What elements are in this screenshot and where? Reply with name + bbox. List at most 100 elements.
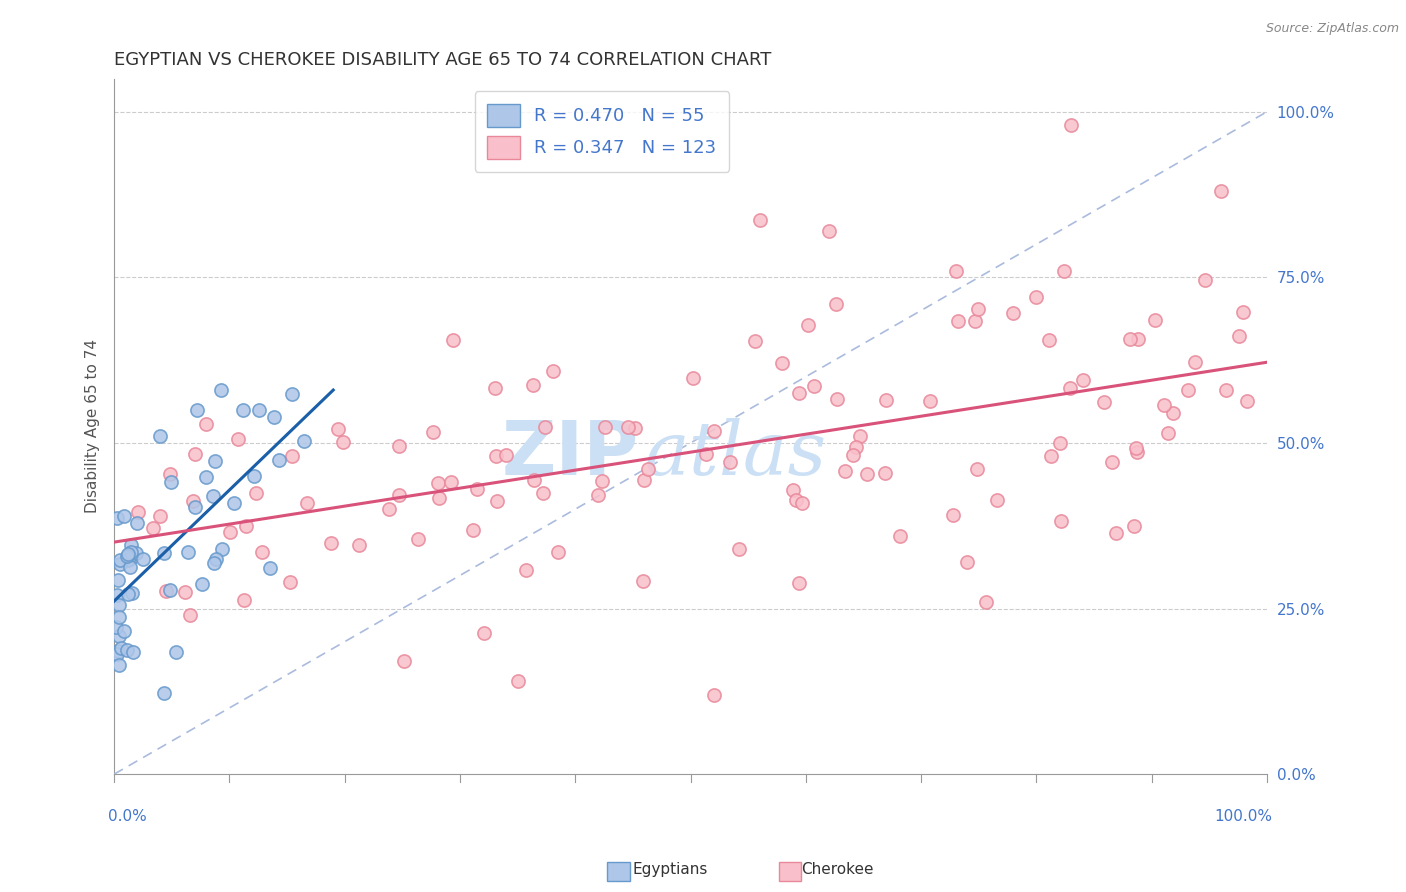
Point <box>718 455 741 469</box>
Point <box>406 532 429 546</box>
Point <box>191 577 214 591</box>
Point <box>624 421 647 435</box>
Text: EGYPTIAN VS CHEROKEE DISABILITY AGE 65 TO 74 CORRELATION CHART: EGYPTIAN VS CHEROKEE DISABILITY AGE 65 T… <box>114 51 772 69</box>
Point <box>107 644 129 658</box>
Point <box>1060 118 1083 132</box>
Point <box>233 593 256 607</box>
Point <box>263 409 285 424</box>
Point <box>485 449 508 463</box>
Point <box>181 493 204 508</box>
Point <box>439 475 461 489</box>
Point <box>149 508 172 523</box>
Point <box>153 686 176 700</box>
Point <box>1038 334 1060 348</box>
Point <box>165 645 187 659</box>
Text: 0.0%: 0.0% <box>108 809 148 824</box>
Point <box>127 516 149 530</box>
Point <box>205 552 228 566</box>
Text: 100.0%: 100.0% <box>1215 809 1272 824</box>
Point <box>541 364 564 378</box>
Point <box>703 688 725 702</box>
Point <box>117 587 139 601</box>
Point <box>1122 519 1144 533</box>
Point <box>117 552 139 566</box>
Point <box>174 585 197 599</box>
Point <box>547 545 569 559</box>
Point <box>235 518 257 533</box>
Point <box>986 493 1008 508</box>
Point <box>875 392 897 407</box>
Point <box>617 419 640 434</box>
Point <box>682 371 704 385</box>
Y-axis label: Disability Age 65 to 74: Disability Age 65 to 74 <box>86 339 100 514</box>
Point <box>110 640 132 655</box>
Point <box>965 314 987 328</box>
Point <box>186 402 208 417</box>
Point <box>1050 514 1073 528</box>
Point <box>108 553 131 567</box>
Point <box>427 491 450 505</box>
Point <box>112 624 135 639</box>
Point <box>267 453 290 467</box>
Point <box>250 544 273 558</box>
Point <box>463 524 485 538</box>
Point <box>388 488 411 502</box>
Point <box>842 448 865 462</box>
Point <box>226 432 249 446</box>
Point <box>319 536 342 550</box>
Point <box>966 302 988 317</box>
Point <box>956 555 979 569</box>
Point <box>179 607 201 622</box>
Point <box>974 595 997 609</box>
Point <box>1153 398 1175 412</box>
Point <box>108 658 131 673</box>
Point <box>875 466 897 480</box>
Point <box>595 420 617 434</box>
Point <box>1101 455 1123 469</box>
Point <box>586 488 609 502</box>
Text: Source: ZipAtlas.com: Source: ZipAtlas.com <box>1265 22 1399 36</box>
Point <box>1161 406 1184 420</box>
Point <box>1194 273 1216 287</box>
Point <box>1227 329 1250 343</box>
Point <box>631 574 654 589</box>
Point <box>117 547 139 561</box>
Text: atlas: atlas <box>644 418 827 491</box>
Point <box>1092 395 1115 409</box>
Point <box>770 356 793 370</box>
Point <box>105 588 128 602</box>
Point <box>155 584 177 599</box>
Point <box>703 424 725 438</box>
Point <box>515 563 537 577</box>
Point <box>727 542 749 557</box>
Point <box>202 489 225 503</box>
Point <box>1025 290 1047 304</box>
Point <box>347 538 370 552</box>
Point <box>523 473 546 487</box>
Point <box>247 403 270 417</box>
Text: ZIP: ZIP <box>502 417 638 491</box>
Point <box>1232 305 1254 319</box>
Point <box>633 473 655 487</box>
Point <box>377 502 399 516</box>
Point <box>328 422 350 436</box>
Point <box>222 496 245 510</box>
Point <box>280 449 302 463</box>
Point <box>441 333 464 347</box>
Point <box>115 643 138 657</box>
Point <box>484 381 506 395</box>
Point <box>184 447 207 461</box>
Point <box>1209 184 1232 198</box>
Point <box>294 434 316 448</box>
Point <box>120 551 142 566</box>
Point <box>948 314 970 328</box>
Point <box>920 394 942 409</box>
Point <box>1126 444 1149 458</box>
Point <box>782 483 804 498</box>
Point <box>942 508 965 522</box>
Point <box>388 439 411 453</box>
Point <box>184 500 207 515</box>
Point <box>392 654 415 668</box>
Point <box>533 420 555 434</box>
Point <box>120 544 142 558</box>
